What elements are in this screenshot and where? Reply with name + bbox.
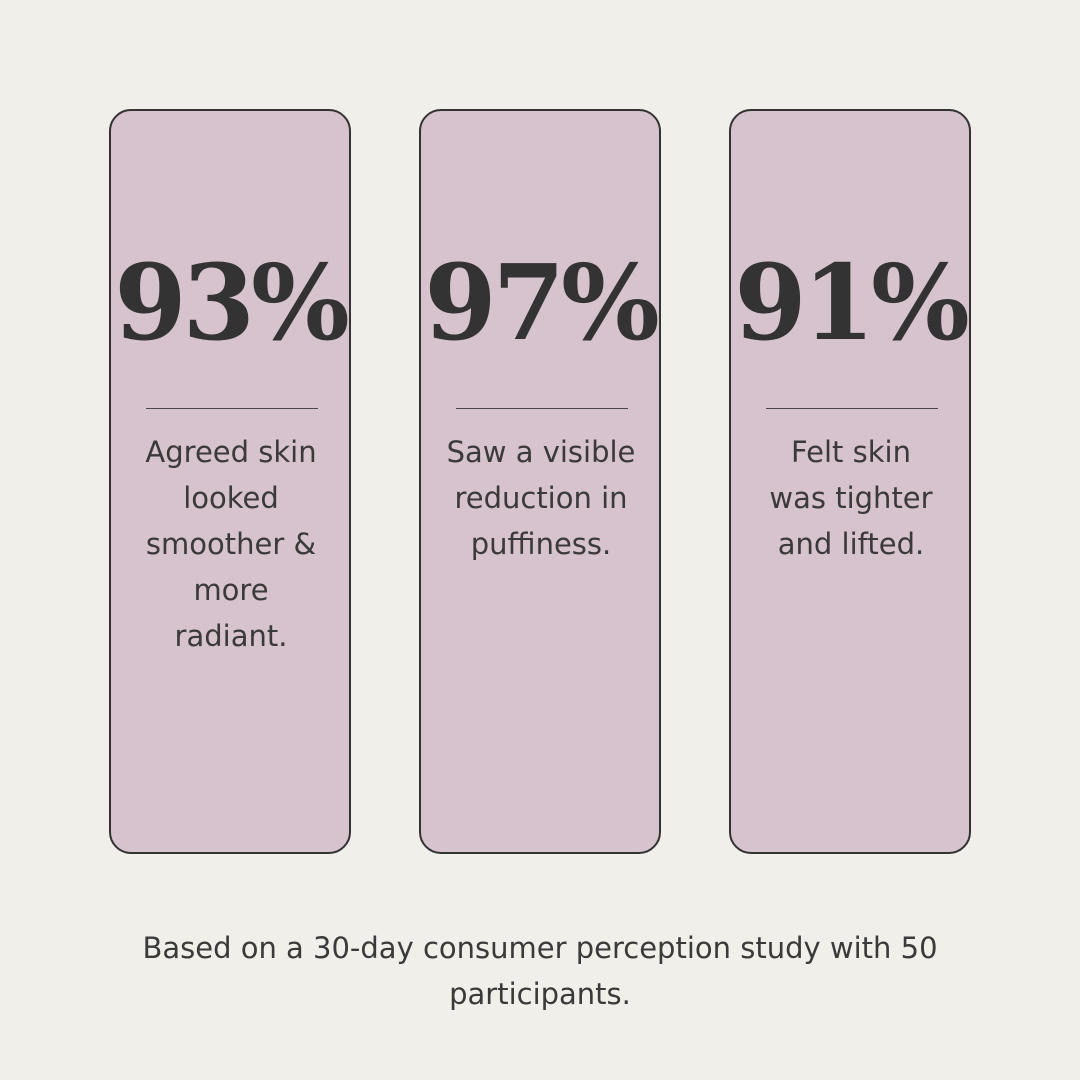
stat-value: 93%: [114, 241, 350, 364]
stat-card-3: 91% Felt skin was tighter and lifted.: [729, 109, 971, 854]
stat-card-2: 97% Saw a visible reduction in puffiness…: [419, 109, 661, 854]
stat-description: Agreed skin looked smoother & more radia…: [145, 435, 317, 653]
stat-description: Felt skin was tighter and lifted.: [769, 435, 933, 561]
divider-line: [766, 408, 938, 409]
study-footnote: Based on a 30-day consumer perception st…: [142, 931, 938, 1011]
stat-description: Saw a visible reduction in puffiness.: [446, 435, 636, 561]
divider-line: [456, 408, 628, 409]
divider-line: [146, 408, 318, 409]
stat-value: 97%: [424, 241, 660, 364]
stat-value: 91%: [734, 241, 970, 364]
stat-card-1: 93% Agreed skin looked smoother & more r…: [109, 109, 351, 854]
